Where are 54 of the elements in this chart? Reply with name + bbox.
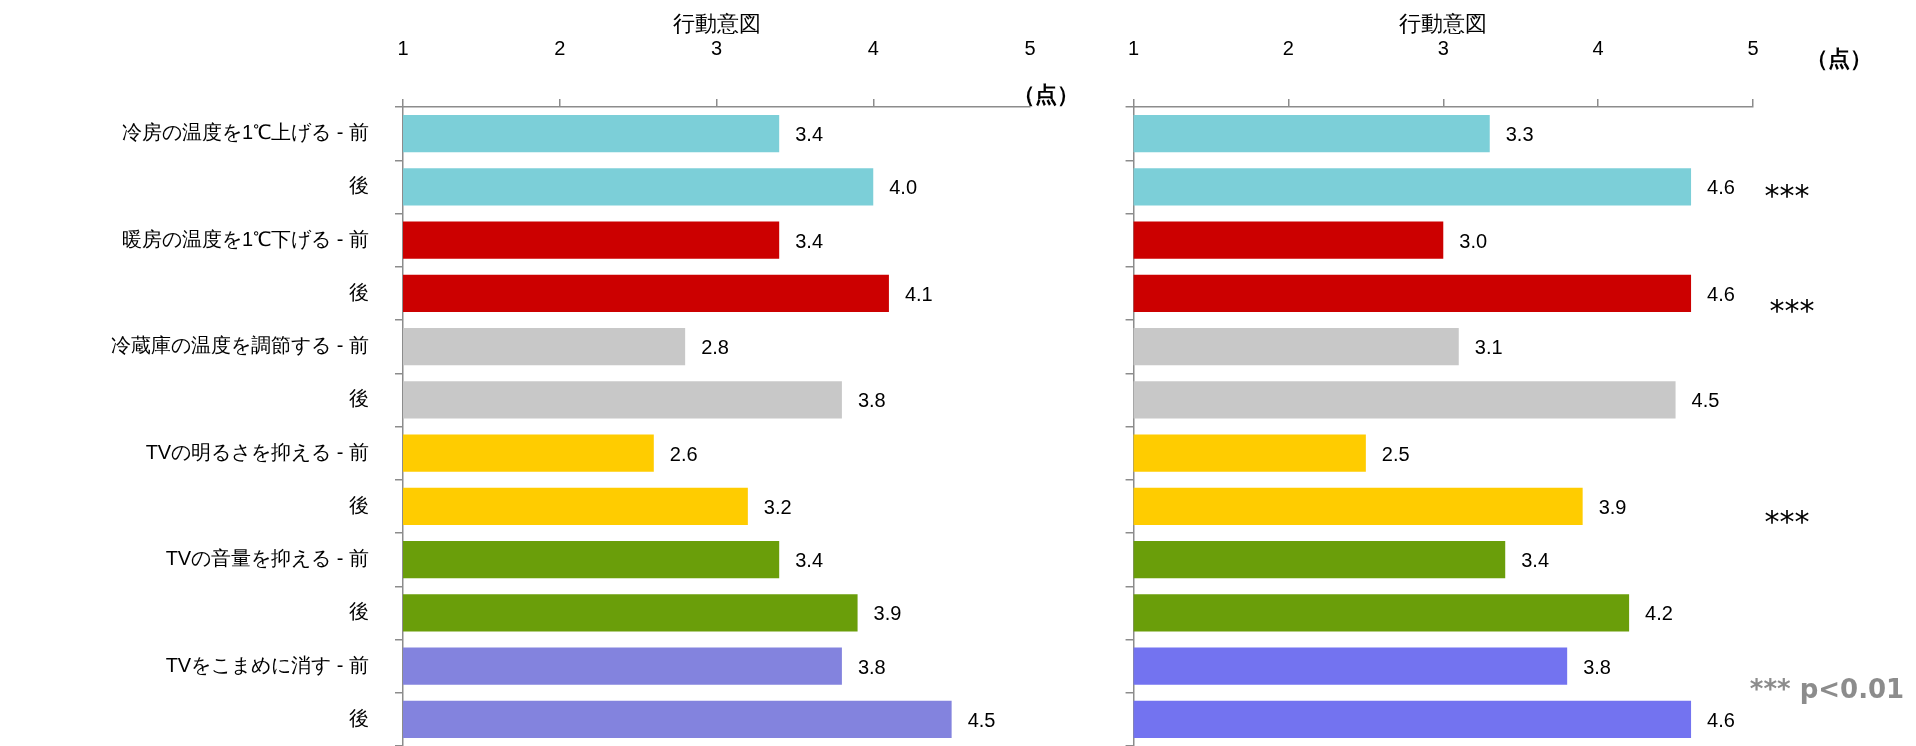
data-label: 3.4 (795, 123, 824, 146)
data-label: 3.1 (1474, 336, 1503, 359)
y-tick-label: 冷房の温度を1℃上げる - 前 (122, 121, 369, 144)
data-label: 4.5 (1691, 389, 1720, 412)
x-tick-label: 1 (397, 36, 409, 59)
y-tick-label: 後 (349, 387, 369, 410)
x-tick-label: 4 (1592, 36, 1604, 59)
data-label: 3.9 (873, 602, 902, 625)
x-axis-title: 行動意図 (672, 11, 761, 37)
data-label: 3.4 (795, 549, 824, 572)
text: *** (1764, 178, 1810, 213)
y-tick-label: 冷蔵庫の温度を調節する - 前 (111, 334, 369, 357)
data-label: 3.4 (795, 229, 824, 252)
data-label: 2.6 (669, 442, 698, 465)
text: （点） (1806, 46, 1872, 71)
x-tick-label: 2 (554, 36, 566, 59)
x-tick-label: 3 (710, 36, 723, 59)
x-axis-title: 行動意図 (1399, 11, 1488, 37)
x-tick-label: 2 (1282, 36, 1294, 59)
y-tick-label: TVをこまめに消す - 前 (165, 653, 369, 676)
annotation: （点） (1013, 82, 1079, 107)
y-tick-label: 後 (349, 174, 369, 197)
y-tick-label: TVの明るさを抑える - 前 (145, 440, 369, 463)
x-tick-label: 3 (1437, 36, 1449, 59)
data-label: 2.8 (701, 336, 729, 359)
y-tick-label: 暖房の温度を1℃下げる - 前 (122, 227, 369, 250)
data-label: 3.8 (1583, 655, 1611, 678)
data-label: 3.9 (1598, 495, 1627, 518)
data-label: 4.6 (1707, 282, 1735, 305)
y-tick-label: 後 (349, 600, 369, 623)
data-label: 3.8 (857, 655, 886, 678)
x-tick-label: 4 (867, 36, 879, 59)
annotation: *** p<0.01 (1749, 674, 1905, 704)
data-label: 3.3 (1505, 123, 1534, 146)
text: *** (1769, 293, 1815, 328)
data-label: 4.1 (904, 282, 933, 305)
data-label: 3.4 (1521, 549, 1550, 572)
y-tick-label: 後 (349, 706, 369, 729)
x-tick-label: 5 (1747, 36, 1759, 59)
x-tick-label: 1 (1128, 36, 1140, 59)
y-tick-label: 後 (349, 493, 369, 516)
y-tick-label: 後 (349, 280, 369, 303)
data-label: 4.6 (1707, 708, 1735, 731)
data-label: 4.5 (967, 708, 996, 731)
data-label: 4.6 (1707, 176, 1735, 199)
data-label: 4.2 (1645, 602, 1673, 625)
x-tick-label: 5 (1024, 36, 1036, 59)
data-label: 4.0 (889, 176, 918, 199)
data-label: 3.2 (763, 495, 792, 518)
data-label: 3.0 (1459, 229, 1488, 252)
text: *** (1764, 504, 1810, 539)
data-label: 3.8 (857, 389, 886, 412)
y-tick-label: TVの音量を抑える - 前 (165, 547, 369, 570)
data-label: 2.5 (1381, 442, 1410, 465)
